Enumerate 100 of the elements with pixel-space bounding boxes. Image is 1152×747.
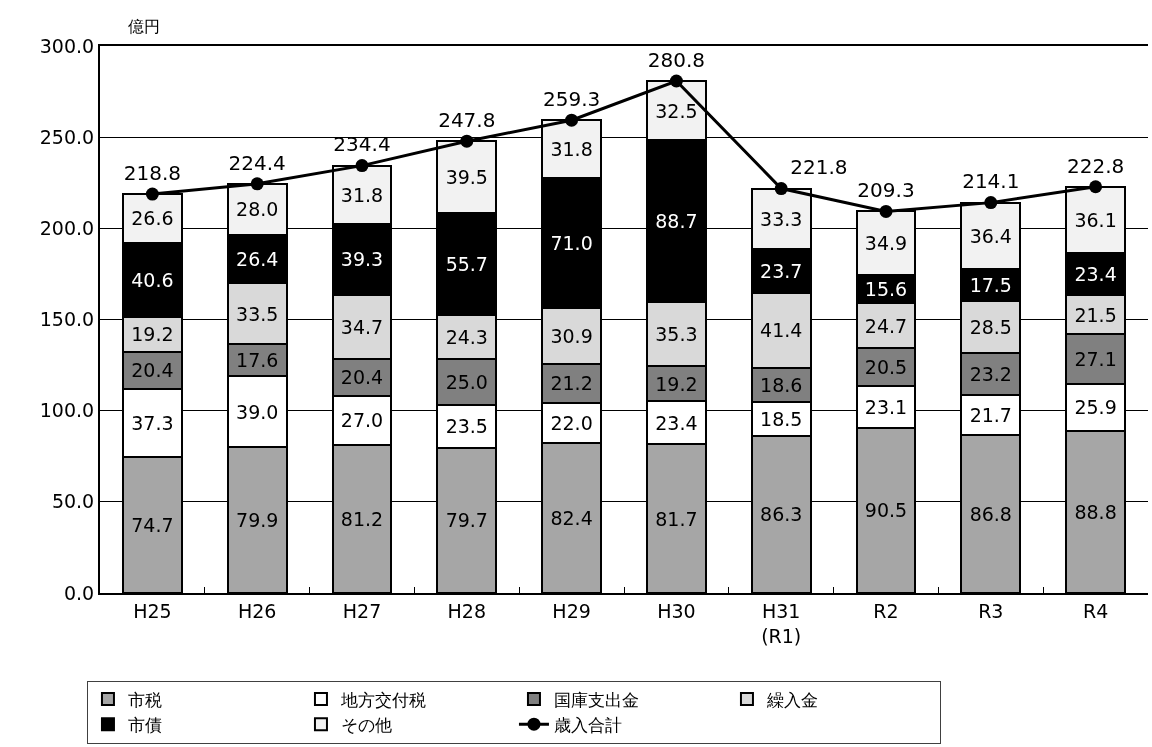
y-tick-label: 150.0 (39, 308, 95, 331)
point (984, 196, 998, 210)
data-label: 214.1 (962, 169, 1020, 194)
x-tick-label: H31 (R1) (761, 599, 802, 647)
point (145, 187, 159, 201)
data-label: 35.3 (655, 323, 698, 346)
data-label: 31.8 (340, 183, 384, 206)
data-label: 27.1 (1074, 348, 1117, 371)
data-label: 23.4 (655, 411, 698, 434)
data-label: 21.7 (969, 403, 1012, 426)
data-label: 26.4 (236, 247, 279, 270)
data-label: 37.3 (131, 411, 174, 434)
x-tick-label: H27 (342, 599, 382, 622)
data-label: 17.5 (969, 273, 1012, 296)
y-axis-title: 億円 (128, 17, 160, 36)
data-label: 40.6 (131, 268, 174, 291)
point (1089, 180, 1103, 194)
data-label: 23.4 (1074, 262, 1117, 285)
data-label: 30.9 (550, 324, 593, 347)
data-label: 17.6 (236, 349, 279, 372)
legend-label: 繰入金 (765, 689, 818, 710)
data-label: 23.7 (760, 259, 803, 282)
data-label: 222.8 (1066, 153, 1125, 178)
x-tick-label: H30 (657, 599, 696, 622)
data-label: 71.0 (550, 231, 593, 254)
data-label: 218.8 (123, 160, 182, 185)
data-label: 221.8 (790, 155, 848, 180)
data-label: 36.1 (1074, 208, 1117, 231)
data-label: 21.2 (550, 372, 593, 395)
data-label: 86.3 (760, 503, 803, 526)
data-label: 28.0 (236, 198, 279, 221)
x-tick-label: R2 (873, 599, 899, 622)
data-label: 55.7 (445, 253, 488, 276)
data-label: 39.0 (236, 400, 279, 423)
data-label: 259.3 (542, 87, 601, 112)
point (774, 182, 788, 196)
data-label: 24.7 (864, 314, 908, 337)
data-label: 79.7 (445, 509, 488, 532)
data-label: 19.2 (131, 323, 174, 346)
data-label: 74.7 (131, 513, 174, 536)
x-tick-label: R3 (978, 599, 1004, 622)
point (879, 204, 893, 218)
point (669, 74, 683, 88)
point (565, 113, 579, 127)
y-tick-label: 50.0 (51, 490, 95, 513)
data-label: 81.2 (340, 507, 384, 530)
data-label: 20.4 (131, 359, 174, 382)
legend-label: 国庫支出金 (553, 689, 639, 710)
data-label: 27.0 (340, 409, 384, 432)
x-tick-label: H26 (237, 599, 277, 622)
data-label: 81.7 (655, 507, 698, 530)
data-label: 28.5 (969, 315, 1012, 338)
data-label: 82.4 (550, 506, 593, 529)
data-label: 39.5 (445, 166, 488, 189)
data-label: 209.3 (857, 178, 915, 203)
y-tick-label: 100.0 (39, 399, 95, 422)
data-label: 26.6 (131, 207, 174, 230)
point (355, 159, 369, 173)
data-label: 25.0 (445, 371, 488, 394)
x-tick-label: H28 (447, 599, 487, 622)
point (250, 177, 264, 191)
data-label: 39.3 (340, 248, 384, 271)
legend-label: 市税 (127, 689, 162, 710)
data-label: 22.0 (550, 411, 593, 434)
data-label: 19.2 (655, 372, 698, 395)
data-label: 280.8 (647, 47, 706, 72)
data-label: 31.8 (550, 138, 593, 161)
y-tick-label: 250.0 (39, 125, 95, 148)
data-label: 20.5 (864, 356, 908, 379)
legend-label: その他 (340, 714, 392, 735)
data-label: 247.8 (438, 108, 496, 133)
data-label: 18.5 (760, 407, 803, 430)
data-label: 32.5 (655, 99, 698, 122)
data-label: 15.6 (864, 278, 908, 301)
data-label: 224.4 (228, 150, 286, 175)
data-label: 24.3 (445, 326, 488, 349)
data-label: 18.6 (760, 373, 803, 396)
data-label: 88.8 (1074, 501, 1117, 524)
x-tick-label: R4 (1082, 599, 1109, 622)
legend-label: 歳入合計 (553, 714, 622, 735)
point (460, 134, 474, 148)
data-label: 20.4 (340, 366, 384, 389)
x-tick-label: H25 (133, 599, 172, 622)
data-label: 23.5 (445, 415, 488, 438)
y-tick-label: 300.0 (39, 34, 95, 57)
data-label: 79.9 (236, 509, 279, 532)
legend-label: 地方交付税 (339, 689, 426, 710)
x-tick-label: H29 (552, 599, 591, 622)
data-label: 90.5 (864, 499, 908, 522)
data-label: 36.4 (969, 224, 1012, 247)
data-label: 25.9 (1074, 396, 1117, 419)
data-label: 34.7 (340, 315, 384, 338)
data-label: 34.9 (864, 232, 908, 255)
data-label: 23.1 (864, 395, 908, 418)
data-label: 41.4 (760, 319, 803, 342)
data-label: 33.5 (236, 302, 279, 325)
y-tick-label: 0.0 (63, 581, 95, 604)
data-label: 21.5 (1074, 303, 1117, 326)
data-label: 23.2 (969, 363, 1012, 386)
data-label: 88.7 (655, 210, 698, 233)
